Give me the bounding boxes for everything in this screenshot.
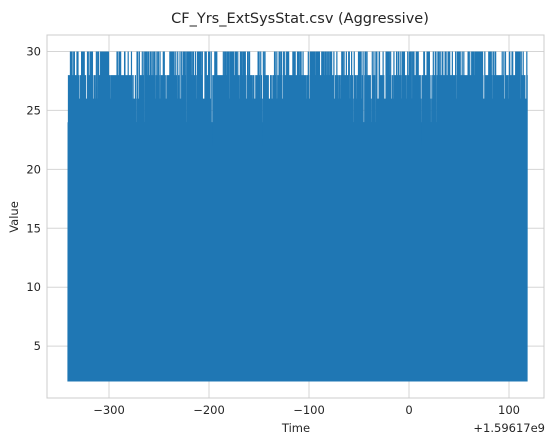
y-tick-label: 5	[34, 339, 41, 353]
x-tick-label: −200	[193, 403, 225, 417]
x-tick-label: 0	[405, 403, 412, 417]
y-tick-label: 15	[26, 221, 41, 235]
series-line	[68, 52, 527, 382]
x-axis-label: Time	[281, 421, 310, 435]
x-tick-label: −300	[93, 403, 125, 417]
y-tick-label: 10	[26, 280, 41, 294]
y-axis-label: Value	[7, 201, 21, 233]
plot-area	[68, 52, 527, 382]
x-tick-label: 100	[498, 403, 520, 417]
y-tick-label: 20	[26, 162, 41, 176]
chart-title: CF_Yrs_ExtSysStat.csv (Aggressive)	[171, 11, 429, 27]
x-axis-offset-label: +1.59617e9	[473, 421, 545, 435]
x-tick-label: −100	[293, 403, 325, 417]
y-tick-label: 25	[26, 103, 41, 117]
y-tick-label: 30	[26, 45, 41, 59]
